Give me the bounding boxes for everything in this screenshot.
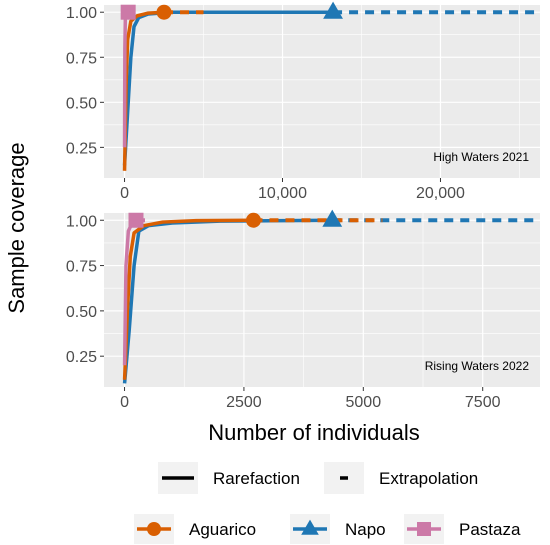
observed-point-pastaza: [128, 212, 144, 228]
legend-label-rarefaction: Rarefaction: [213, 469, 300, 488]
legend-label-extrapolation: Extrapolation: [379, 469, 478, 488]
legend-label-pastaza: Pastaza: [459, 520, 521, 539]
y-tick-label: 0.50: [66, 95, 97, 112]
legend-marker-aguarico: [147, 522, 161, 536]
x-tick-label: 0: [120, 394, 129, 411]
x-tick-label: 0: [120, 185, 129, 202]
observed-point-aguarico: [156, 4, 172, 20]
x-tick-label: 5000: [346, 394, 382, 411]
panel-background: [104, 5, 540, 178]
rarefaction-line-aguarico: [122, 218, 254, 380]
observed-point-aguarico: [245, 212, 261, 228]
x-tick-label: 10,000: [258, 185, 307, 202]
x-tick-label: 2500: [226, 394, 262, 411]
y-tick-label: 1.00: [66, 5, 97, 22]
panel-background: [104, 213, 540, 387]
y-tick-label: 0.75: [66, 50, 97, 67]
legend-marker-napo: [301, 519, 319, 535]
y-tick-label: 1.00: [66, 213, 97, 230]
legend: Rarefaction Extrapolation Aguarico Napo Past…: [134, 462, 521, 544]
panel-1: 0.25 0.50 0.75 1.00 0 10,000 20,000 High Waters…: [66, 1, 540, 202]
legend-label-napo: Napo: [345, 520, 386, 539]
observed-point-napo: [322, 209, 343, 227]
y-tick-label: 0.75: [66, 259, 97, 276]
x-tick-label: 20,000: [416, 185, 465, 202]
panel-label: Rising Waters 2022: [425, 359, 530, 373]
y-tick-label: 0.25: [66, 349, 97, 366]
legend-marker-pastaza: [417, 522, 431, 536]
x-axis-title: Number of individuals: [208, 420, 420, 445]
x-tick-label: 7500: [465, 394, 501, 411]
y-axis-title: Sample coverage: [4, 142, 29, 313]
y-tick-label: 0.25: [66, 140, 97, 157]
y-tick-label: 0.50: [66, 304, 97, 321]
legend-label-aguarico: Aguarico: [189, 520, 256, 539]
panel-2: 0.25 0.50 0.75 1.00 0 2500 5000 7500 Rising Wate…: [66, 209, 540, 411]
observed-point-pastaza: [120, 4, 136, 20]
observed-point-napo: [323, 1, 343, 19]
panel-label: High Waters 2021: [433, 150, 529, 164]
